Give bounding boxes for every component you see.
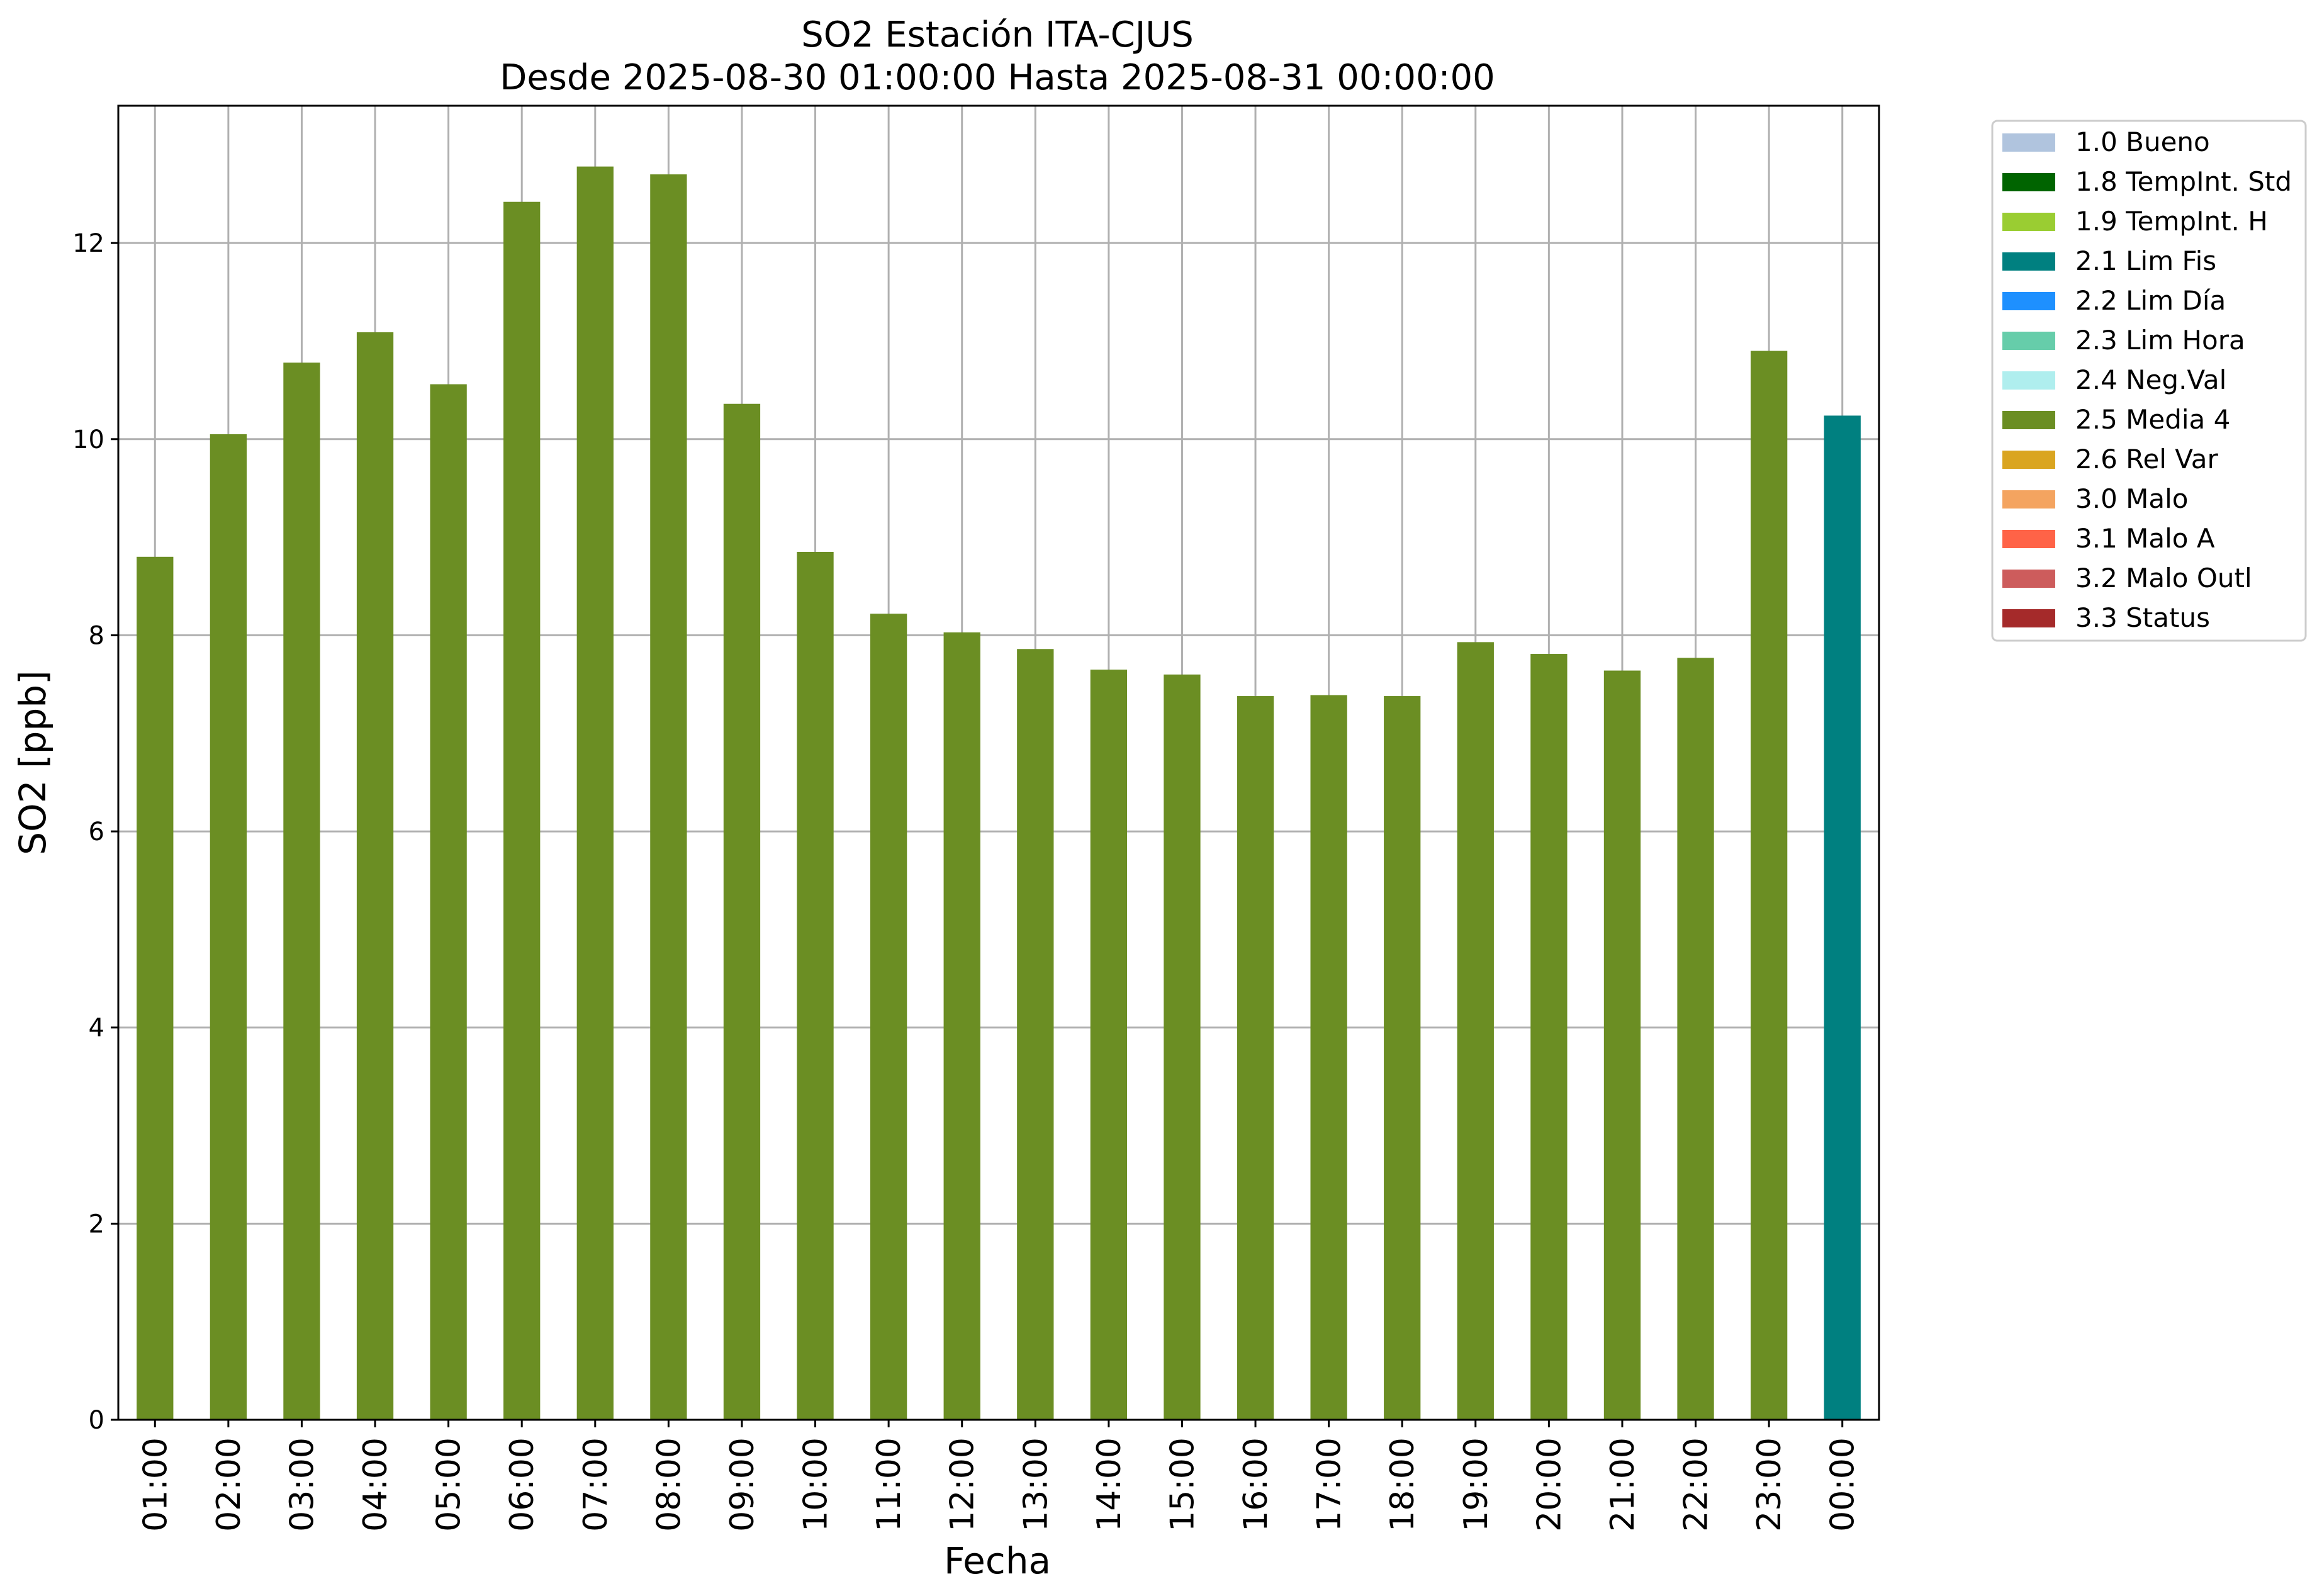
x-tick-label: 11:00 [870, 1437, 908, 1532]
bar-0600 [503, 201, 541, 1420]
bar-1500 [1164, 674, 1201, 1420]
legend-swatch-2-3 [2002, 332, 2055, 350]
legend-swatch-2-5 [2002, 411, 2055, 429]
bar-0100 [137, 556, 174, 1420]
bar-1700 [1310, 695, 1347, 1420]
x-tick-label: 13:00 [1017, 1437, 1055, 1532]
bar-2300 [1750, 351, 1788, 1420]
x-tick-label: 10:00 [797, 1437, 835, 1532]
x-tick-label: 02:00 [210, 1437, 248, 1532]
bar-2000 [1530, 654, 1568, 1420]
y-tick-label: 6 [89, 818, 104, 846]
bar-1100 [870, 614, 907, 1420]
legend-label: 2.5 Media 4 [2075, 404, 2230, 435]
legend-swatch-2-2 [2002, 292, 2055, 310]
y-tick-label: 10 [72, 425, 104, 454]
y-tick-label: 0 [89, 1406, 104, 1435]
bar-0500 [430, 384, 467, 1420]
bars [137, 166, 1861, 1420]
x-tick-label: 21:00 [1604, 1437, 1642, 1532]
bar-0300 [283, 362, 320, 1420]
bar-0200 [210, 434, 247, 1420]
x-tick-label: 18:00 [1384, 1437, 1422, 1532]
x-tick-label: 23:00 [1751, 1437, 1788, 1532]
legend-label: 3.0 Malo [2075, 483, 2188, 514]
legend-swatch-1-9 [2002, 213, 2055, 231]
plot-frame [117, 104, 1880, 1421]
bar-1000 [797, 551, 834, 1420]
legend-swatch-3-3 [2002, 609, 2055, 627]
legend-swatch-1-8 [2002, 173, 2055, 191]
bar-0400 [356, 332, 394, 1420]
legend-label: 3.3 Status [2075, 602, 2210, 633]
legend-label: 1.8 TempInt. Std [2075, 166, 2292, 197]
y-tick-label: 2 [89, 1210, 104, 1239]
bar-0900 [723, 403, 761, 1420]
legend-label: 1.0 Bueno [2075, 126, 2210, 157]
legend-label: 3.2 Malo Outl [2075, 563, 2252, 593]
legend-label: 3.1 Malo A [2075, 523, 2215, 554]
x-tick-label: 17:00 [1311, 1437, 1349, 1532]
bar-2100 [1603, 670, 1641, 1420]
x-tick-label: 07:00 [577, 1437, 615, 1532]
x-tick-label: 03:00 [283, 1437, 321, 1532]
y-tick-label: 12 [72, 229, 104, 258]
chart-title: SO2 Estación ITA-CJUS [801, 14, 1194, 55]
legend-label: 2.6 Rel Var [2075, 444, 2219, 475]
x-tick-label: 14:00 [1091, 1437, 1128, 1532]
legend-label: 2.1 Lim Fis [2075, 245, 2216, 276]
y-tick-label: 8 [89, 621, 104, 650]
x-tick-label: 20:00 [1530, 1437, 1568, 1532]
bar-1900 [1457, 642, 1494, 1420]
bar-1300 [1017, 649, 1054, 1420]
bar-1400 [1090, 669, 1128, 1420]
x-tick-label: 16:00 [1237, 1437, 1275, 1532]
legend-swatch-1-0 [2002, 133, 2055, 152]
y-axis-ticks: 0 2 4 6 8 10 12 [72, 229, 118, 1435]
legend-swatch-3-1 [2002, 530, 2055, 548]
x-tick-label: 05:00 [430, 1437, 468, 1532]
legend-swatch-2-4 [2002, 371, 2055, 390]
legend: 1.0 Bueno 1.8 TempInt. Std 1.9 TempInt. H 2… [1991, 120, 2307, 642]
x-tick-label: 01:00 [137, 1437, 174, 1532]
bar-1800 [1384, 696, 1421, 1420]
x-axis-ticks: 01:00 02:00 03:00 04:00 05:00 06:00 07:00 08:00… [137, 1420, 1862, 1532]
legend-box [1991, 120, 2307, 642]
legend-swatch-2-6 [2002, 451, 2055, 469]
legend-label: 2.4 Neg.Val [2075, 364, 2226, 395]
bar-0800 [650, 174, 687, 1420]
x-tick-label: 09:00 [724, 1437, 761, 1532]
legend-swatch-2-1 [2002, 252, 2055, 271]
x-axis-title: Fecha [944, 1539, 1051, 1582]
x-tick-label: 06:00 [503, 1437, 541, 1532]
legend-label: 1.9 TempInt. H [2075, 206, 2268, 237]
bar-0700 [576, 166, 614, 1420]
y-axis-title: SO2 [ppb] [11, 670, 54, 855]
bar-1600 [1237, 696, 1274, 1420]
bar-0000 [1824, 415, 1861, 1420]
legend-swatch-3-0 [2002, 490, 2055, 509]
bar-1200 [943, 632, 980, 1420]
x-tick-label: 22:00 [1678, 1437, 1715, 1532]
y-tick-label: 4 [89, 1014, 104, 1043]
chart-subtitle: Desde 2025-08-30 01:00:00 Hasta 2025-08-… [500, 57, 1495, 98]
legend-label: 2.3 Lim Hora [2075, 325, 2245, 356]
x-tick-label: 19:00 [1457, 1437, 1495, 1532]
x-tick-label: 00:00 [1824, 1437, 1862, 1532]
x-tick-label: 04:00 [357, 1437, 395, 1532]
x-tick-label: 12:00 [944, 1437, 982, 1532]
legend-swatch-3-2 [2002, 570, 2055, 588]
bar-2200 [1677, 658, 1714, 1420]
x-tick-label: 15:00 [1164, 1437, 1201, 1532]
x-tick-label: 08:00 [650, 1437, 688, 1532]
legend-label: 2.2 Lim Día [2075, 285, 2226, 316]
